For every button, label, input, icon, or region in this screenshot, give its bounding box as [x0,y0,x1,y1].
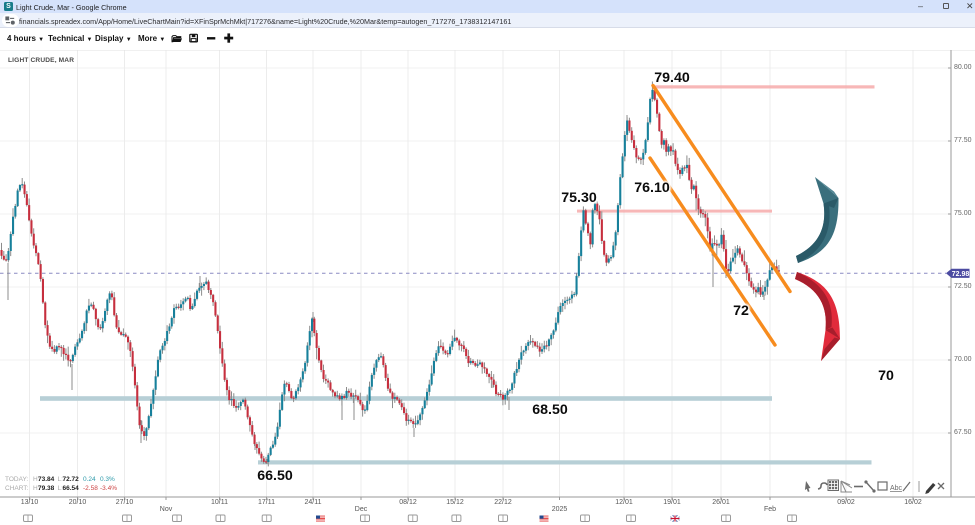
svg-text:Abc: Abc [890,485,903,492]
svg-text:72.98: 72.98 [952,271,970,278]
